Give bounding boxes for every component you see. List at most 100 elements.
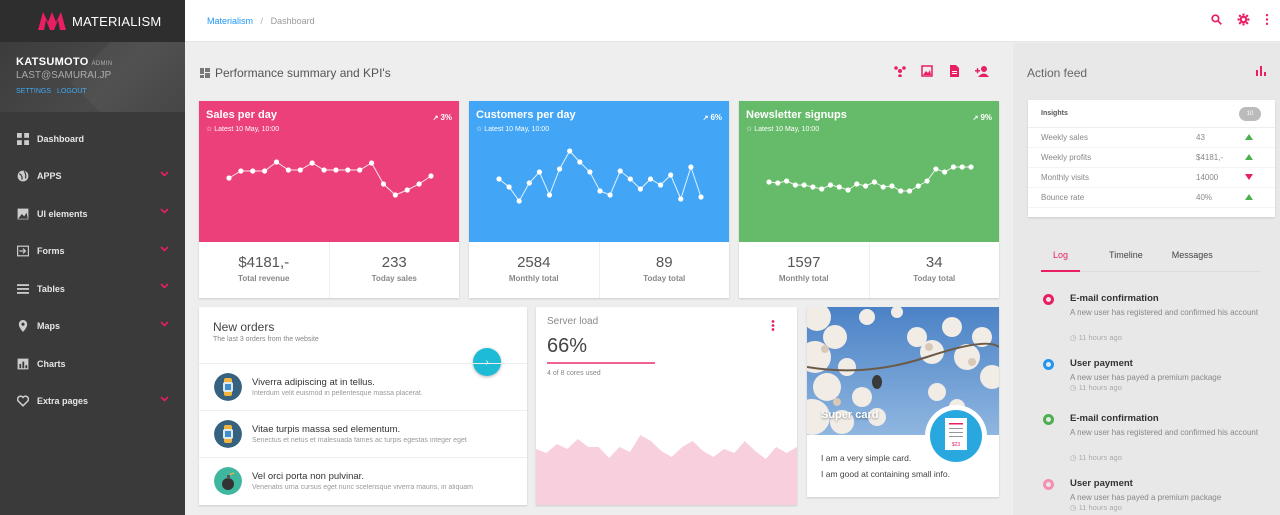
settings-link[interactable]: SETTINGS xyxy=(16,88,52,95)
insight-value: 40% xyxy=(1196,193,1213,202)
sidebar-item-dashboard[interactable]: Dashboard xyxy=(0,120,185,158)
sparkline-point xyxy=(380,181,387,187)
kpi-left-label: Total revenue xyxy=(238,274,290,283)
sidebar-item-label: Dashboard xyxy=(37,133,85,144)
sparkline-point xyxy=(950,164,957,170)
log-description: A new user has payed a premium package xyxy=(1070,493,1222,502)
bar-chart-icon[interactable] xyxy=(1256,66,1266,76)
sidebar-item-ui-elements[interactable]: UI elements xyxy=(0,195,185,233)
sparkline-point xyxy=(416,181,422,187)
sidebar-item-label: Tables xyxy=(37,283,65,294)
tab-messages[interactable]: Messages xyxy=(1171,250,1213,260)
order-row[interactable]: Vitae turpis massa sed elementum. Senectu… xyxy=(199,410,527,457)
clock-icon: ◷ xyxy=(1070,383,1079,392)
sparkline-point xyxy=(836,184,842,190)
sparkline-point xyxy=(775,180,781,186)
sidebar: MATERIALISM KATSUMOTO ADMIN LAST@SAMURAI.… xyxy=(0,0,185,515)
trending-up-icon: ↗ xyxy=(972,115,981,122)
log-time: 11 hours ago xyxy=(1078,503,1122,512)
dashboard-icon xyxy=(17,132,29,145)
server-load-bar xyxy=(547,362,655,364)
sparkline-point xyxy=(658,182,664,188)
orders-next-button[interactable]: › xyxy=(473,348,501,376)
insight-value: $4181,- xyxy=(1196,153,1224,162)
order-title: Viverra adipiscing at in tellus. xyxy=(252,377,375,388)
super-card-line-2: I am good at containing small info. xyxy=(821,469,950,479)
sidebar-item-charts[interactable]: Charts xyxy=(0,345,185,383)
tab-log[interactable]: Log xyxy=(1041,250,1081,272)
add-user-icon[interactable] xyxy=(975,65,989,77)
sidebar-item-label: Extra pages xyxy=(37,396,89,407)
sparkline-point xyxy=(637,186,643,192)
status-dot-icon xyxy=(1043,479,1054,490)
insight-label: Bounce rate xyxy=(1041,193,1085,202)
sidebar-item-tables[interactable]: Tables xyxy=(0,270,185,308)
server-load-sub: 4 of 8 cores used xyxy=(547,370,601,377)
log-title: E-mail confirmation xyxy=(1070,413,1159,424)
clock-icon: ◷ xyxy=(1070,333,1079,342)
kpi-sparkline xyxy=(496,148,704,204)
image-icon xyxy=(17,208,29,220)
log-title: User payment xyxy=(1070,478,1133,489)
more-vert-icon[interactable] xyxy=(771,320,775,331)
kpi-left-value: 1597 xyxy=(787,254,821,271)
chevron-down-icon xyxy=(160,283,169,289)
log-description: A new user has payed a premium package xyxy=(1070,373,1222,382)
server-load-value: 66% xyxy=(547,335,588,357)
sparkline-point xyxy=(647,176,654,182)
chevron-down-icon xyxy=(160,170,169,177)
breadcrumb-root[interactable]: Materialism xyxy=(207,15,254,26)
sparkline-point xyxy=(959,164,965,170)
more-vert-icon[interactable] xyxy=(1264,13,1270,26)
super-card-title: Super card xyxy=(821,409,879,421)
orders-subtitle: The last 3 orders from the website xyxy=(213,336,319,343)
image-icon[interactable] xyxy=(921,65,933,77)
kpi-subtitle: Latest 10 May, 10:00 xyxy=(754,126,820,133)
order-description: Venenatis urna cursus eget nunc sceleris… xyxy=(252,484,474,491)
arrow-up-icon xyxy=(1245,154,1253,160)
log-time: 11 hours ago xyxy=(1078,333,1122,342)
tab-timeline[interactable]: Timeline xyxy=(1109,250,1143,260)
feed-tabs: Log Timeline Messages xyxy=(1041,250,1261,272)
order-description: Interdum velit euismod in pellentesque m… xyxy=(252,390,423,397)
gear-icon[interactable] xyxy=(1237,13,1250,26)
order-row[interactable]: Viverra adipiscing at in tellus. Interdum… xyxy=(199,363,527,410)
order-title: Vel orci porta non pulvinar. xyxy=(252,471,364,482)
super-card: Super card $23 I am a very simple card. … xyxy=(807,307,999,497)
server-load-area xyxy=(536,435,797,505)
search-icon[interactable] xyxy=(1210,13,1223,26)
insight-row: Bounce rate 40% xyxy=(1028,188,1275,208)
materialism-logo-icon xyxy=(38,12,66,30)
sidebar-item-extra-pages[interactable]: Extra pages xyxy=(0,383,185,421)
sparkline-point xyxy=(333,167,339,173)
sidebar-item-forms[interactable]: Forms xyxy=(0,233,185,271)
user-email: LAST@SAMURAI.JP xyxy=(16,70,112,81)
star-icon: ☆ xyxy=(476,126,485,133)
insight-label: Monthly visits xyxy=(1041,173,1090,182)
sparkline-point xyxy=(273,159,280,165)
sidebar-item-apps[interactable]: APPS xyxy=(0,158,185,196)
order-row[interactable]: Vel orci porta non pulvinar. Venenatis ur… xyxy=(199,457,527,504)
log-description: A new user has registered and confirmed … xyxy=(1070,428,1259,437)
kpi-right-value: 34 xyxy=(925,254,943,271)
server-load-title: Server load xyxy=(547,316,599,327)
sparkline-point xyxy=(854,181,860,187)
hub-icon[interactable] xyxy=(894,65,906,77)
action-feed-title: Action feed xyxy=(1027,66,1088,80)
file-icon[interactable] xyxy=(948,65,960,77)
log-time: 11 hours ago xyxy=(1078,383,1122,392)
kpi-subtitle: Latest 10 May, 10:00 xyxy=(484,126,550,133)
sidebar-item-label: Charts xyxy=(37,358,66,369)
sparkline-point xyxy=(871,179,877,185)
sparkline-point xyxy=(428,173,434,179)
bar-chart-icon xyxy=(17,358,29,370)
arrow-up-icon xyxy=(1245,194,1253,200)
sparkline-point xyxy=(668,172,674,178)
sidebar-item-maps[interactable]: Maps xyxy=(0,308,185,346)
sparkline-point xyxy=(250,168,256,174)
sparkline-point xyxy=(810,184,816,190)
sparkline-point xyxy=(933,166,939,172)
brand[interactable]: MATERIALISM xyxy=(0,0,185,42)
logout-link[interactable]: LOGOUT xyxy=(57,88,87,95)
arrow-up-icon xyxy=(1245,134,1253,140)
